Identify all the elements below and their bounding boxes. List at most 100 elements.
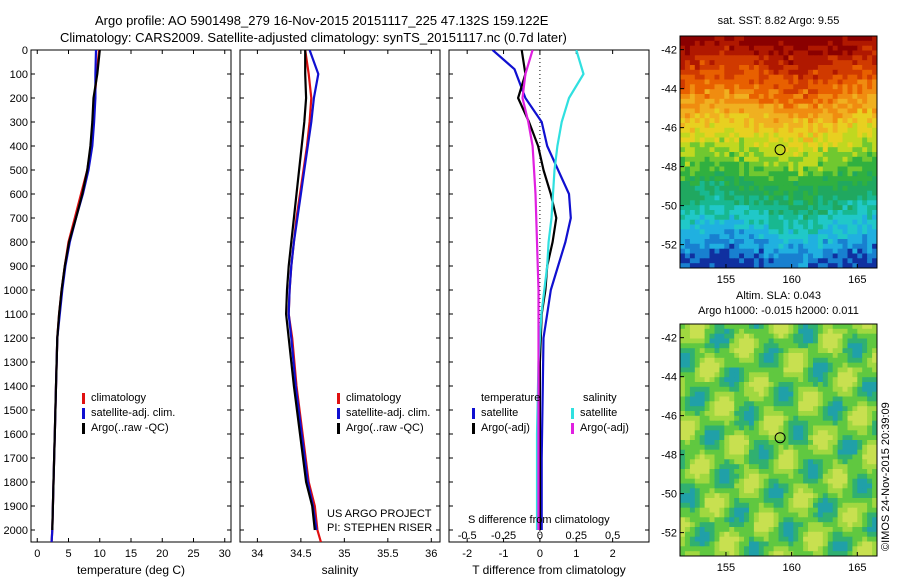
heatmap-cell [744,483,750,489]
heatmap-cell [788,40,794,47]
heatmap-cell [867,248,873,255]
heatmap-cell [793,214,799,221]
heatmap-cell [753,406,760,412]
heatmap-cell [827,65,834,71]
heatmap-cell [862,123,868,129]
heatmap-cell [783,152,789,158]
heatmap-cell [798,406,804,412]
heatmap-cell [704,214,711,221]
heatmap-cell [749,324,755,330]
heatmap-cell [689,74,696,81]
heatmap-cell [798,522,804,528]
heatmap-cell [783,541,789,547]
heatmap-cell [724,502,730,509]
heatmap-cell [739,411,745,417]
map-y-tick-label: -46 [661,123,677,135]
heatmap-cell [847,546,853,552]
heatmap-cell [729,430,735,436]
heatmap-cell [714,132,720,139]
heatmap-cell [822,36,829,42]
heatmap-cell [847,147,853,153]
heatmap-cell [709,502,715,509]
heatmap-cell [808,440,814,446]
heatmap-cell [842,127,848,134]
heatmap-cell [684,536,691,543]
heatmap-cell [808,176,814,182]
heatmap-cell [852,142,858,148]
heatmap-cell [813,411,819,417]
heatmap-cell [714,234,720,240]
heatmap-cell [758,219,765,226]
heatmap-cell [847,205,853,211]
heatmap-cell [719,185,725,192]
heatmap-cell [753,103,760,110]
heatmap-cell [842,205,848,211]
heatmap-cell [753,214,760,221]
heatmap-cell [847,415,853,422]
heatmap-cell [867,449,873,456]
heatmap-cell [768,123,775,129]
heatmap-cell [793,156,799,163]
heatmap-cell [852,258,858,264]
heatmap-cell [822,541,829,547]
heatmap-cell [852,473,858,480]
heatmap-cell [793,253,799,259]
heatmap-cell [680,459,686,465]
heatmap-cell [872,502,877,509]
heatmap-cell [714,74,720,81]
heatmap-cell [680,219,686,226]
heatmap-cell [753,353,760,359]
heatmap-cell [847,89,853,95]
heatmap-cell [763,328,770,335]
heatmap-cell [822,517,829,523]
heatmap-cell [837,248,844,255]
temperature-legend: climatology satellite-adj. clim. Argo(..… [82,391,175,436]
heatmap-cell [734,382,740,388]
heatmap-cell [847,152,853,158]
heatmap-cell [867,176,873,182]
heatmap-cell [680,512,686,518]
heatmap-cell [753,176,760,182]
heatmap-cell [763,502,770,509]
heatmap-cell [680,473,686,480]
heatmap-cell [822,224,829,230]
heatmap-cell [827,420,834,427]
heatmap-cell [763,343,770,349]
heatmap-cell [872,185,877,192]
heatmap-cell [847,74,853,81]
heatmap-cell [719,84,725,90]
heatmap-cell [680,415,686,422]
heatmap-cell [847,498,853,504]
heatmap-cell [719,142,725,148]
heatmap-cell [778,372,784,378]
heatmap-cell [694,118,701,124]
heatmap-cell [709,69,715,76]
heatmap-cell [867,118,873,124]
heatmap-cell [798,229,804,235]
heatmap-cell [749,171,755,177]
heatmap-cell [817,190,824,197]
heatmap-cell [749,214,755,221]
heatmap-cell [822,551,829,556]
heatmap-cell [680,391,686,398]
heatmap-cell [704,60,711,66]
heatmap-cell [803,234,809,240]
heatmap-cell [872,142,877,148]
heatmap-cell [753,156,760,163]
heatmap-cell [808,324,814,330]
heatmap-cell [822,459,829,465]
heatmap-cell [753,147,760,153]
heatmap-cell [768,108,775,114]
heatmap-cell [753,348,760,354]
heatmap-cell [793,357,799,364]
heatmap-cell [734,546,740,552]
heatmap-cell [689,205,696,211]
heatmap-cell [734,113,740,119]
heatmap-cell [798,546,804,552]
heatmap-cell [689,464,696,470]
heatmap-cell [729,50,735,56]
heatmap-cell [783,488,789,494]
heatmap-cell [763,195,770,201]
heatmap-cell [734,176,740,182]
heatmap-cell [699,362,706,369]
